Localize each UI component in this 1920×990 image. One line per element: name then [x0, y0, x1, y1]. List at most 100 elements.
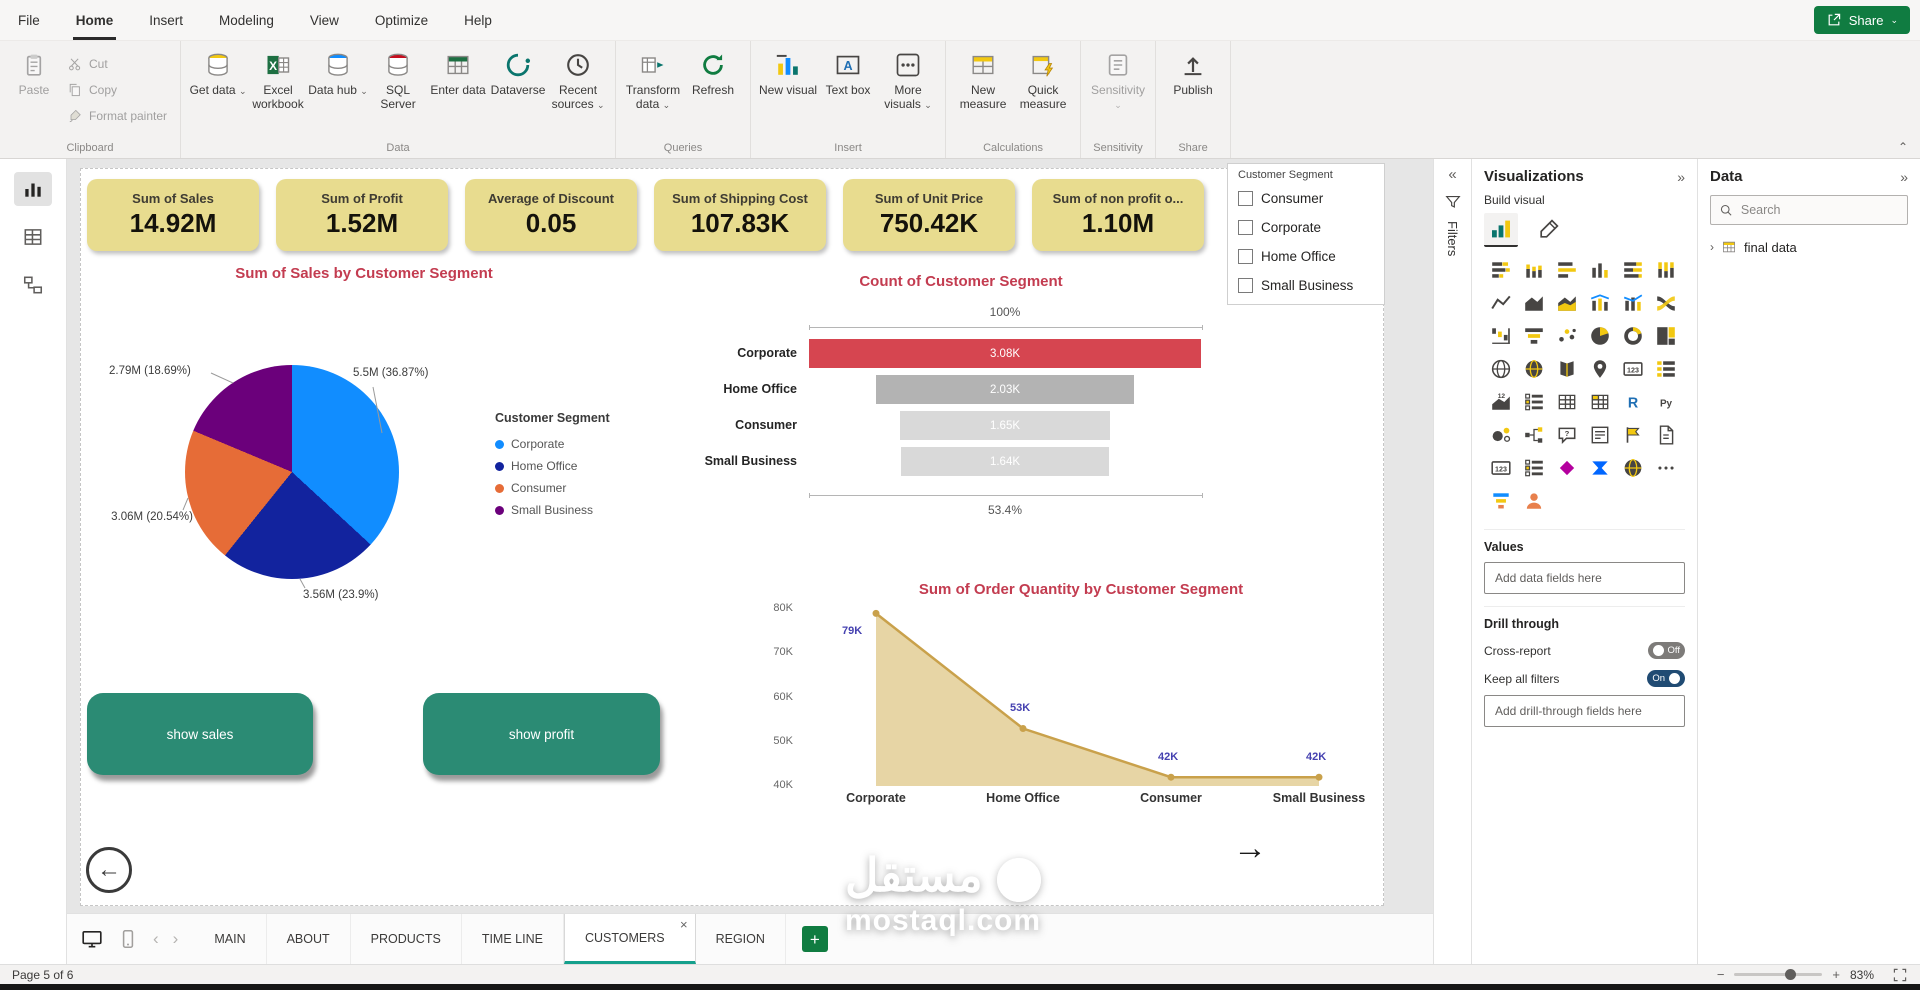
refresh-button[interactable]: Refresh ⌄ — [683, 48, 743, 100]
card-icon[interactable]: 123 — [1616, 352, 1649, 385]
back-arrow-button[interactable]: ← — [86, 847, 132, 893]
dataverse-button[interactable]: Dataverse ⌄ — [488, 48, 548, 100]
new-slicer-icon[interactable] — [1517, 451, 1550, 484]
qa-visual-icon[interactable]: ? — [1550, 418, 1583, 451]
filled-map-icon[interactable] — [1517, 352, 1550, 385]
menu-tab[interactable]: Modeling — [219, 12, 274, 28]
power-automate-icon[interactable] — [1583, 451, 1616, 484]
mobile-view-icon[interactable] — [117, 928, 139, 950]
kpi-card[interactable]: Sum of Sales 14.92M — [87, 179, 259, 251]
stacked-area-chart-icon[interactable] — [1550, 286, 1583, 319]
menu-tab[interactable]: View — [309, 12, 339, 28]
custom-visual-funnel-icon[interactable] — [1484, 484, 1517, 517]
slicer-icon[interactable] — [1517, 385, 1550, 418]
collapse-visualizations-icon[interactable]: » — [1677, 168, 1685, 185]
matrix-icon[interactable] — [1583, 385, 1616, 418]
funnel-bar[interactable]: 2.03K — [875, 375, 1135, 404]
slicer-checkbox-option[interactable]: Small Business — [1238, 271, 1374, 300]
checkbox-icon[interactable] — [1238, 191, 1253, 206]
page-tab[interactable]: TIME LINE × — [462, 914, 564, 964]
line-data-point[interactable] — [1315, 773, 1323, 781]
kpi-card[interactable]: Average of Discount 0.05 — [465, 179, 637, 251]
page-tab[interactable]: MAIN × — [194, 914, 267, 964]
collapse-ribbon-icon[interactable]: ⌃ — [1897, 140, 1908, 154]
multi-row-card-icon[interactable] — [1649, 352, 1682, 385]
cross-report-toggle[interactable]: Off — [1647, 642, 1685, 659]
ribbon-chart-icon[interactable] — [1649, 286, 1682, 319]
slicer-checkbox-option[interactable]: Consumer — [1238, 184, 1374, 213]
menu-tab[interactable]: Home — [58, 0, 132, 40]
table-icon[interactable] — [1550, 385, 1583, 418]
kpi-icon[interactable]: 12 — [1484, 385, 1517, 418]
report-view-icon[interactable] — [14, 172, 52, 206]
pie-chart[interactable] — [185, 365, 399, 579]
data-hub-button[interactable]: Data hub ⌄ — [308, 48, 368, 100]
r-script-visual-icon[interactable]: R — [1616, 385, 1649, 418]
zoom-slider-thumb[interactable] — [1785, 969, 1797, 980]
values-field-well[interactable]: Add data fields here — [1484, 562, 1685, 594]
pie-chart-icon[interactable] — [1583, 319, 1616, 352]
area-chart-icon[interactable] — [1517, 286, 1550, 319]
next-arrow-button[interactable]: → — [1233, 829, 1267, 867]
python-visual-icon[interactable]: Py — [1649, 385, 1682, 418]
funnel-bar[interactable]: 3.08K — [809, 339, 1201, 368]
enter-data-button[interactable]: Enter data ⌄ — [428, 48, 488, 100]
build-visual-mode-button[interactable] — [1484, 213, 1518, 247]
hundred-stacked-column-chart-icon[interactable] — [1649, 253, 1682, 286]
recent-sources-button[interactable]: Recent sources ⌄ — [548, 48, 608, 114]
metrics-icon[interactable] — [1616, 418, 1649, 451]
menu-tab[interactable]: Help — [464, 12, 492, 28]
legend-item[interactable]: Small Business — [495, 499, 610, 521]
next-page-icon[interactable]: › — [172, 929, 179, 948]
drill-through-field-well[interactable]: Add drill-through fields here — [1484, 695, 1685, 727]
funnel-bar[interactable]: 1.64K — [900, 447, 1110, 476]
smart-narrative-icon[interactable] — [1583, 418, 1616, 451]
new-visual-button[interactable]: New visual ⌄ — [758, 48, 818, 100]
format-visual-mode-button[interactable] — [1532, 213, 1566, 245]
zoom-out-icon[interactable]: − — [1716, 967, 1725, 982]
expand-filters-icon[interactable]: « — [1448, 166, 1457, 183]
new-measure-button[interactable]: New measure ⌄ — [953, 48, 1013, 114]
model-view-icon[interactable] — [14, 268, 52, 302]
text-box-button[interactable]: A Text box ⌄ — [818, 48, 878, 100]
menu-tab[interactable]: File — [18, 12, 40, 28]
kpi-card[interactable]: Sum of Profit 1.52M — [276, 179, 448, 251]
line-and-stacked-column-chart-icon[interactable] — [1583, 286, 1616, 319]
share-button[interactable]: Share ⌄ — [1813, 6, 1910, 34]
line-data-point[interactable] — [1167, 773, 1175, 781]
line-data-point[interactable] — [872, 609, 880, 617]
kpi-card[interactable]: Sum of Shipping Cost 107.83K — [654, 179, 826, 251]
funnel-bar[interactable]: 1.65K — [899, 411, 1111, 440]
search-box[interactable] — [1710, 195, 1908, 225]
get-data-button[interactable]: Get data ⌄ — [188, 48, 248, 100]
slicer-checkbox-option[interactable]: Home Office — [1238, 242, 1374, 271]
table-view-icon[interactable] — [14, 220, 52, 254]
line-and-clustered-column-chart-icon[interactable] — [1616, 286, 1649, 319]
page-tab[interactable]: CUSTOMERS × — [563, 914, 696, 964]
custom-visual-person-icon[interactable] — [1517, 484, 1550, 517]
waterfall-chart-icon[interactable] — [1484, 319, 1517, 352]
excel-workbook-button[interactable]: X Excel workbook ⌄ — [248, 48, 308, 114]
page-tab[interactable]: ABOUT × — [267, 914, 351, 964]
add-page-button[interactable]: + — [801, 926, 828, 952]
page-tab[interactable]: PRODUCTS × — [351, 914, 462, 964]
data-field-item[interactable]: › final data — [1710, 239, 1797, 255]
azure-map-icon[interactable] — [1583, 352, 1616, 385]
customer-segment-slicer[interactable]: Customer Segment Consumer Corporate — [1227, 163, 1385, 305]
keep-all-filters-toggle[interactable]: On — [1647, 670, 1685, 687]
menu-tab[interactable]: Insert — [149, 12, 184, 28]
legend-item[interactable]: Consumer — [495, 477, 610, 499]
line-chart[interactable] — [801, 599, 1371, 799]
desktop-view-icon[interactable] — [81, 928, 103, 950]
donut-chart-icon[interactable] — [1616, 319, 1649, 352]
menu-tab[interactable]: Optimize — [374, 12, 429, 28]
page-tab[interactable]: REGION × — [696, 914, 786, 964]
clustered-bar-chart-icon[interactable] — [1550, 253, 1583, 286]
legend-item[interactable]: Home Office — [495, 455, 610, 477]
scatter-chart-icon[interactable] — [1550, 319, 1583, 352]
checkbox-icon[interactable] — [1238, 220, 1253, 235]
zoom-slider[interactable] — [1734, 969, 1823, 980]
more-visual-options-icon[interactable] — [1649, 451, 1682, 484]
more-visuals-button[interactable]: More visuals ⌄ — [878, 48, 938, 114]
report-page[interactable]: Sum of Sales 14.92M Sum of Profit 1.52M … — [80, 163, 1385, 906]
